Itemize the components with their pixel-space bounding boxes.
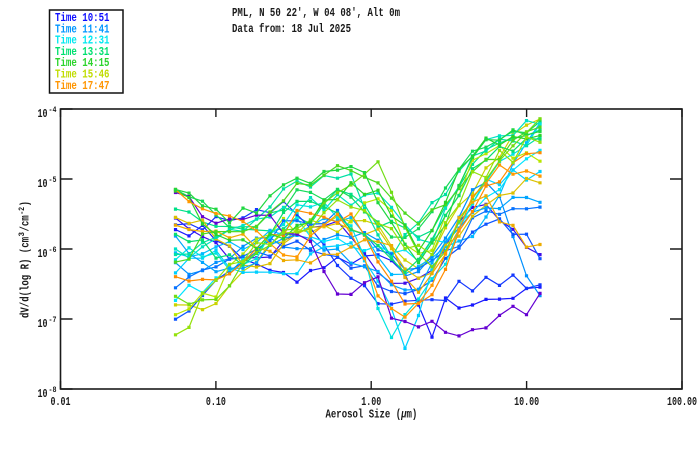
svg-text:Time 17:47: Time 17:47 — [55, 79, 110, 93]
svg-text:Data from: 18 Jul 2025: Data from: 18 Jul 2025 — [232, 22, 351, 36]
svg-text:m): m) — [407, 408, 418, 422]
svg-text:Time 11:41: Time 11:41 — [55, 22, 110, 36]
svg-text:-8: -8 — [49, 386, 57, 395]
svg-text:10: 10 — [38, 387, 48, 401]
svg-text:): ) — [19, 201, 33, 206]
svg-text:dV/d(log R) (cm: dV/d(log R) (cm — [19, 237, 33, 318]
svg-text:10: 10 — [38, 247, 48, 261]
svg-text:-7: -7 — [49, 316, 57, 325]
svg-text:10: 10 — [38, 317, 48, 331]
svg-text:Time 14:15: Time 14:15 — [55, 56, 110, 70]
svg-text:μ: μ — [400, 408, 407, 422]
svg-text:100.00: 100.00 — [667, 395, 697, 409]
svg-text:1.00: 1.00 — [361, 395, 381, 409]
svg-text:3: 3 — [18, 232, 27, 237]
svg-text:-2: -2 — [18, 207, 27, 215]
svg-text:Time 15:46: Time 15:46 — [55, 68, 110, 82]
svg-text:Time 10:51: Time 10:51 — [55, 11, 110, 25]
svg-text:0.10: 0.10 — [206, 395, 226, 409]
svg-text:10: 10 — [38, 107, 48, 121]
svg-text:-4: -4 — [49, 106, 57, 115]
svg-text:-6: -6 — [49, 246, 57, 255]
svg-text:Aerosol Size (: Aerosol Size ( — [326, 408, 402, 422]
svg-text:0.01: 0.01 — [51, 395, 71, 409]
svg-text:10: 10 — [38, 177, 48, 191]
svg-text:PML, N 50 22', W 04 08', Alt 0: PML, N 50 22', W 04 08', Alt 0m — [232, 6, 400, 20]
svg-text:-5: -5 — [49, 176, 57, 185]
svg-text:/cm: /cm — [19, 215, 33, 231]
svg-text:10.00: 10.00 — [514, 395, 539, 409]
svg-text:Time 12:31: Time 12:31 — [55, 34, 110, 48]
svg-text:Time 13:31: Time 13:31 — [55, 45, 110, 59]
